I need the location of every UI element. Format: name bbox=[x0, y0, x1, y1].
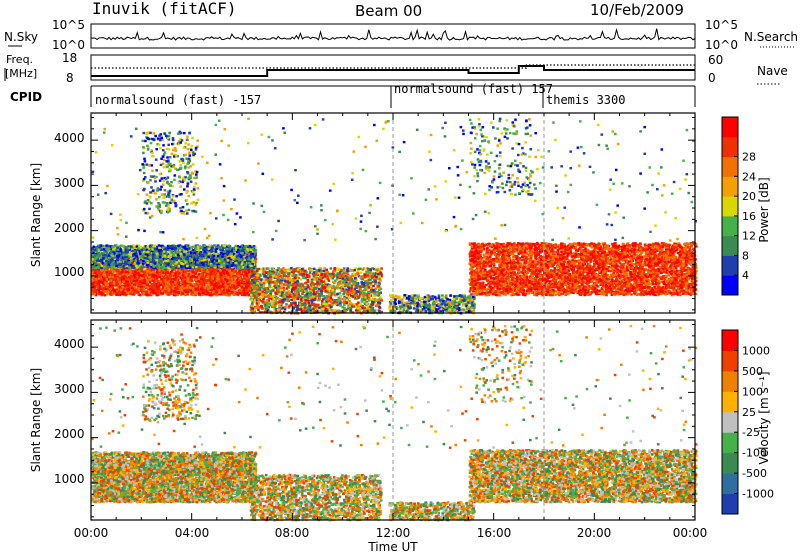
cpid-segment-1: normalsound (fast) -157 bbox=[95, 93, 261, 107]
power-panel: 1000 2000 3000 4000 Slant Range [km] bbox=[29, 113, 698, 315]
nave-trace bbox=[91, 65, 695, 68]
freq-label-2: [MHz] bbox=[5, 67, 37, 80]
freq-tick-top: 18 bbox=[62, 51, 77, 65]
radar-figure: Inuvik (fitACF) Beam 00 10/Feb/2009 N.Sk… bbox=[0, 0, 800, 554]
nave-tick-bottom: 0 bbox=[708, 71, 716, 85]
nsky-trace bbox=[91, 29, 695, 40]
cpid-bar: CPID normalsound (fast) -157 normalsound… bbox=[10, 82, 695, 108]
cpid-label: CPID bbox=[10, 90, 42, 104]
nsearch-tick-top: 10^5 bbox=[705, 18, 738, 32]
cpid-segment-2: normalsound (fast) 157 bbox=[394, 82, 553, 96]
station-title: Inuvik (fitACF) bbox=[92, 0, 237, 18]
date-title: 10/Feb/2009 bbox=[590, 1, 684, 19]
cpid-segment-3: themis 3300 bbox=[546, 93, 625, 107]
beam-title: Beam 00 bbox=[355, 2, 422, 20]
freq-tick-bottom: 8 bbox=[66, 71, 74, 85]
power-scatter bbox=[91, 113, 698, 315]
freq-panel: Freq. [MHz] 18 8 60 0 Nave bbox=[5, 51, 788, 85]
nave-label: Nave bbox=[757, 64, 788, 78]
nsky-tick-bottom: 10^0 bbox=[52, 38, 85, 52]
nave-tick-top: 60 bbox=[708, 53, 723, 67]
nsky-panel: N.Sky 10^5 10^0 10^5 10^0 N.Search bbox=[4, 18, 798, 52]
freq-label-1: Freq. bbox=[6, 53, 33, 66]
nsearch-label: N.Search bbox=[744, 30, 798, 44]
nsky-tick-top: 10^5 bbox=[52, 18, 85, 32]
nsearch-tick-bottom: 10^0 bbox=[705, 38, 738, 52]
nsky-label: N.Sky bbox=[4, 30, 38, 44]
